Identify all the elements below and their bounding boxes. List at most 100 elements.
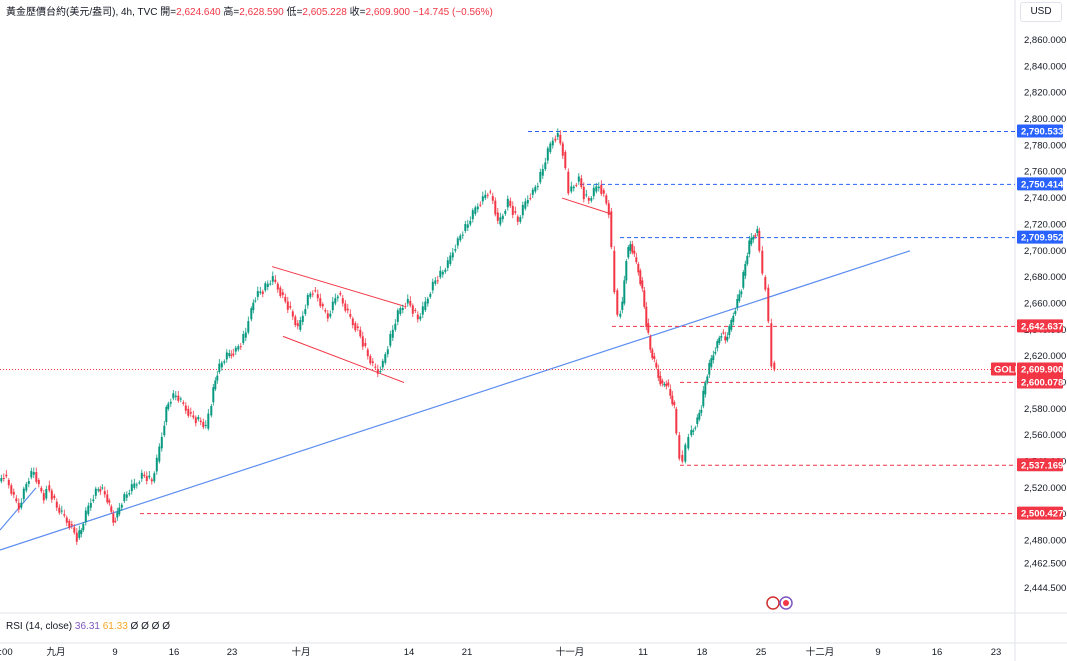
candle-body — [167, 403, 170, 409]
candle-body — [712, 355, 715, 361]
candle-body — [84, 510, 87, 523]
x-tick-label: 十二月 — [806, 646, 835, 658]
candle-body — [230, 354, 233, 356]
candle-body — [531, 189, 534, 195]
candle-body — [279, 287, 282, 296]
candle-body — [629, 244, 632, 251]
candle-body — [192, 415, 195, 418]
candle-body — [135, 484, 138, 486]
y-tick-label: 2,520.000 — [1024, 483, 1066, 494]
candle-body — [653, 356, 656, 360]
currency-button[interactable]: USD — [1020, 2, 1062, 22]
candle-body — [404, 306, 407, 308]
candle-body — [754, 234, 757, 237]
candle-body — [519, 217, 522, 222]
candle-body — [639, 270, 642, 285]
candle-body — [153, 473, 156, 482]
candle-body — [87, 505, 90, 515]
candle-body — [101, 487, 104, 489]
x-tick-label: 9 — [112, 647, 117, 658]
candle-body — [244, 332, 247, 338]
candle-body — [704, 382, 707, 395]
candle-body — [316, 294, 319, 299]
candle-body — [580, 178, 583, 187]
candle-body — [65, 517, 68, 523]
candle-body — [667, 382, 670, 386]
candle-body — [499, 217, 502, 225]
candle-body — [406, 298, 409, 304]
candle-body — [150, 479, 153, 482]
candle-body — [27, 481, 30, 484]
candle-body — [197, 417, 200, 420]
candle-body — [756, 229, 759, 233]
candle-body — [631, 244, 634, 253]
candle-body — [247, 321, 250, 333]
candle-body — [389, 334, 392, 346]
x-tick-label: 十一月 — [556, 646, 585, 658]
candle-body — [20, 502, 23, 508]
open-label: 開= — [160, 7, 177, 18]
candle-body — [160, 437, 163, 449]
candle-body — [481, 196, 484, 202]
candle-body — [706, 376, 709, 383]
y-tick-label: 2,860.000 — [1024, 35, 1066, 46]
y-tick-label: 2,480.000 — [1024, 536, 1066, 547]
candle-body — [684, 444, 687, 462]
candle-body — [294, 316, 297, 326]
y-tick-label: 2,444.500 — [1024, 583, 1066, 594]
candle-body — [99, 489, 102, 492]
candle-body — [736, 298, 739, 308]
candle-body — [97, 489, 100, 491]
candle-body — [116, 512, 119, 518]
channel-line — [271, 266, 405, 307]
level-price-tag — [1017, 375, 1063, 389]
candle-body — [643, 290, 646, 307]
candle-body — [366, 349, 369, 357]
candle-body — [641, 280, 644, 289]
level-price-label: 2,537.169 — [1021, 460, 1063, 471]
candle-body — [37, 479, 40, 485]
candle-body — [354, 323, 357, 331]
candle-body — [399, 308, 402, 314]
x-tick-label: 九月 — [46, 646, 65, 658]
candle-body — [509, 200, 512, 206]
candle-body — [625, 261, 628, 281]
candle-body — [726, 336, 729, 341]
candle-body — [118, 507, 121, 515]
candle-body — [15, 498, 18, 502]
candle-body — [561, 143, 564, 156]
candle-body — [216, 375, 219, 381]
candle-body — [239, 346, 242, 348]
candle-body — [773, 362, 776, 370]
x-tick-label: 25 — [756, 647, 767, 658]
candle-body — [619, 313, 622, 317]
candle-body — [469, 220, 472, 225]
candle-body — [439, 270, 442, 278]
candle-body — [60, 510, 63, 512]
candle-body — [564, 151, 567, 169]
x-tick-label: :00 — [0, 647, 13, 658]
candle-body — [237, 346, 240, 350]
candle-body — [55, 501, 58, 508]
candle-body — [444, 269, 447, 272]
candle-body — [5, 474, 8, 477]
candle-body — [284, 296, 287, 302]
candle-body — [436, 280, 439, 282]
x-tick-label: 16 — [932, 647, 943, 658]
candle-body — [35, 472, 38, 482]
candle-body — [577, 176, 580, 182]
candle-body — [657, 369, 660, 378]
candle-body — [110, 506, 113, 512]
candle-body — [165, 407, 168, 423]
candle-body — [451, 252, 454, 258]
candle-body — [384, 354, 387, 363]
change-value: −14.745 (−0.56%) — [412, 7, 493, 18]
candle-body — [597, 186, 600, 189]
candle-body — [750, 237, 753, 245]
candle-body — [220, 362, 223, 368]
candle-body — [0, 478, 3, 482]
candle-body — [261, 291, 264, 294]
candle-body — [767, 287, 770, 322]
candle-body — [386, 349, 389, 355]
